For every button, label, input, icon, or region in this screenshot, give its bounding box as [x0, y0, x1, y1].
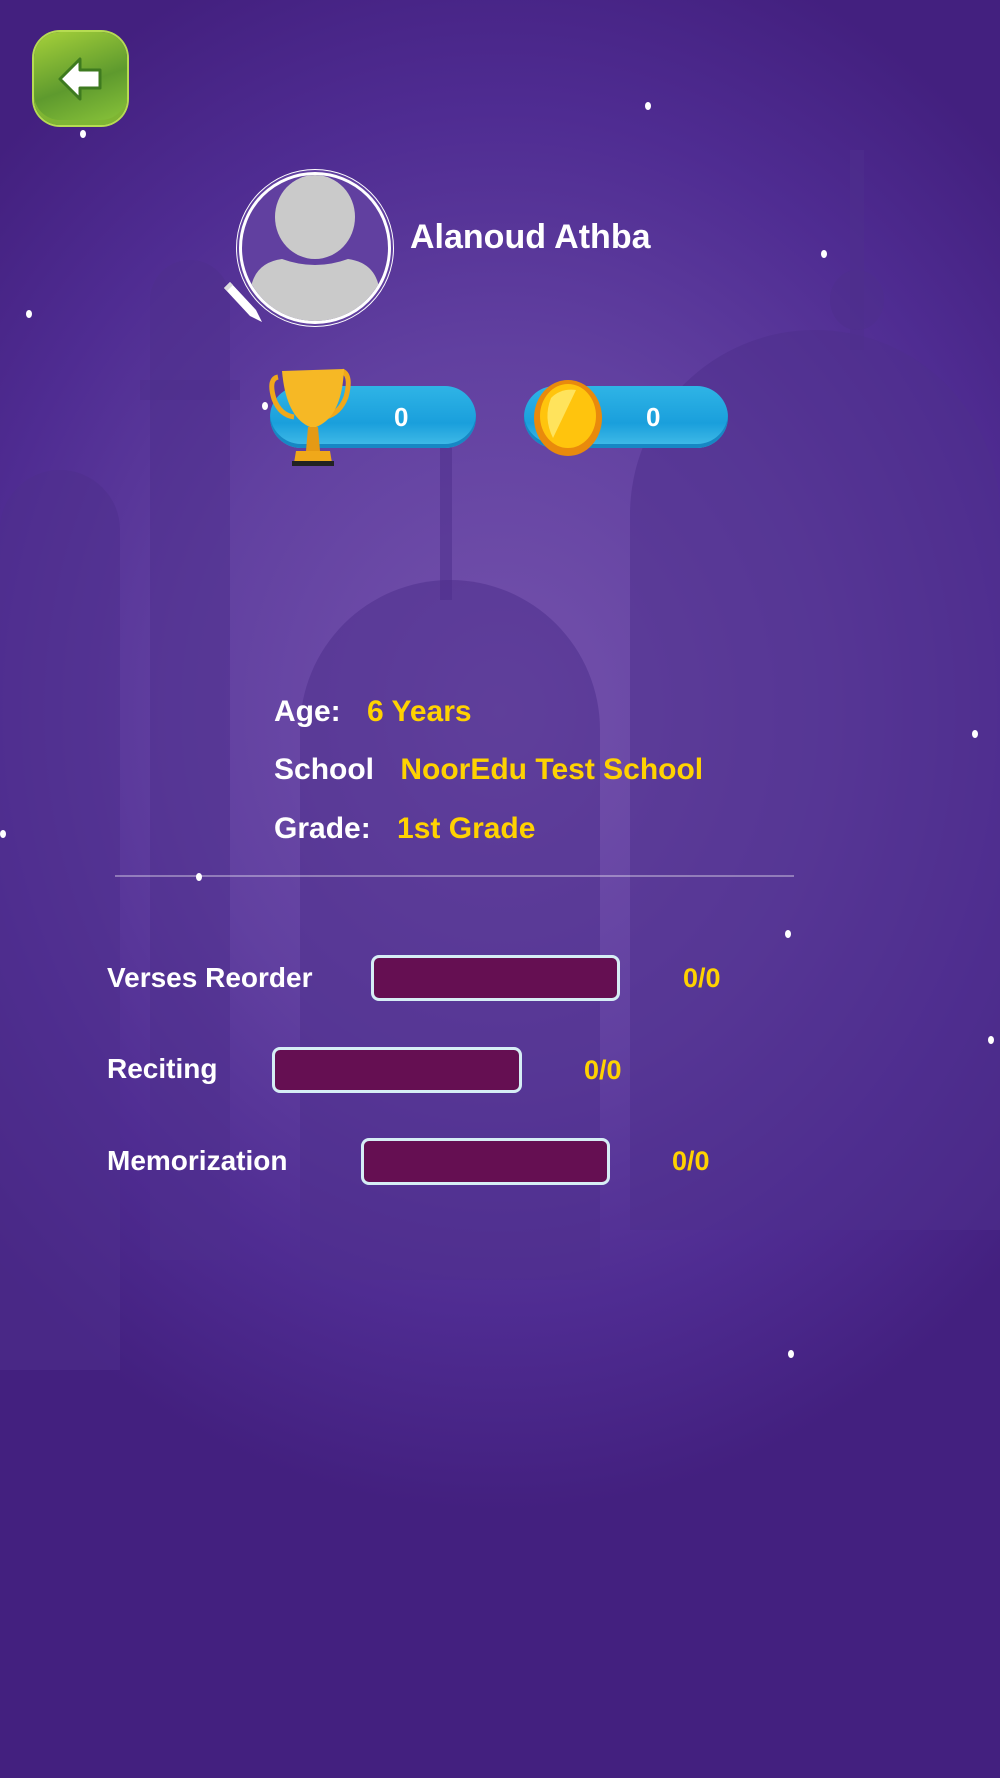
divider — [115, 875, 794, 877]
memorization-score: 0/0 — [672, 1146, 710, 1176]
reciting-progress-bar — [272, 1047, 522, 1093]
arrow-left-icon — [58, 57, 101, 100]
verses-reorder-score: 0/0 — [683, 963, 721, 993]
verses-reorder-label: Verses Reorder — [107, 962, 313, 993]
back-button[interactable] — [34, 32, 127, 125]
age-value: 6 Years — [367, 695, 472, 728]
school-label: School — [274, 753, 375, 786]
memorization-label: Memorization — [107, 1145, 288, 1176]
school-value: NoorEdu Test School — [400, 753, 704, 786]
school-row: School NoorEdu Test School — [274, 753, 703, 787]
age-label: Age: — [274, 695, 341, 728]
grade-label: Grade: — [274, 812, 371, 845]
coin-icon — [534, 380, 602, 456]
user-placeholder-icon — [250, 175, 380, 321]
age-row: Age: 6 Years — [274, 695, 472, 729]
avatar[interactable] — [239, 172, 391, 324]
memorization-progress-bar — [361, 1138, 610, 1185]
verses-reorder-progress-bar — [371, 955, 620, 1001]
grade-row: Grade: 1st Grade — [274, 812, 535, 846]
trophy-icon — [269, 368, 351, 466]
reciting-label: Reciting — [107, 1053, 218, 1084]
coin-count: 0 — [646, 402, 661, 432]
grade-value: 1st Grade — [397, 812, 536, 845]
pencil-icon[interactable] — [220, 280, 264, 324]
profile-name: Alanoud Athba — [410, 218, 651, 256]
reciting-score: 0/0 — [584, 1055, 622, 1085]
trophy-count: 0 — [394, 402, 409, 432]
